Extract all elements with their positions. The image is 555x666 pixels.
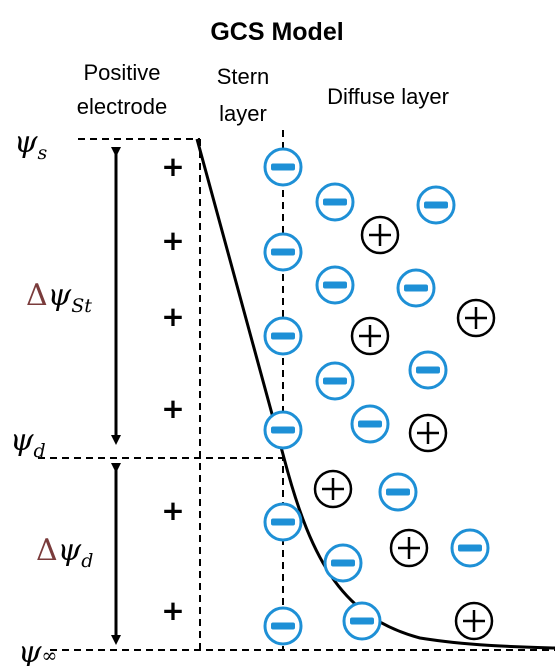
cation-icon [454, 601, 494, 641]
anion-icon [315, 182, 355, 222]
electrode-plus-charge: + [161, 300, 184, 333]
cation-icon [313, 469, 353, 509]
psi-s-label: ψs [14, 125, 48, 164]
anion-icon [416, 185, 456, 225]
psi-infinity-label: ψ∞ [18, 635, 57, 666]
delta-psi-stern-label: ΔψSt [26, 278, 92, 317]
ions [263, 147, 496, 646]
electrode-plus-charge: + [161, 150, 184, 183]
cation-icon [408, 413, 448, 453]
electrode-charges: + + + + + + [161, 150, 184, 627]
anion-icon [323, 543, 363, 583]
anion-icon [350, 404, 390, 444]
anion-icon [378, 472, 418, 512]
anion-icon [263, 232, 303, 272]
cation-icon [350, 316, 390, 356]
cation-icon [456, 298, 496, 338]
potential-curve [195, 138, 555, 650]
anion-icon [315, 265, 355, 305]
delta-psi-diffuse-label: Δψd [36, 533, 93, 572]
anion-icon [342, 601, 382, 641]
diagram-title: GCS Model [210, 18, 343, 46]
anion-icon [396, 268, 436, 308]
stern-layer-label-line2: layer [219, 101, 267, 126]
anion-icon [263, 606, 303, 646]
psi-d-label: ψd [10, 423, 46, 462]
anion-icon [315, 361, 355, 401]
anion-icon [450, 528, 490, 568]
anion-icon [263, 410, 303, 450]
diffuse-layer-label: Diffuse layer [327, 84, 449, 109]
anion-icon [263, 502, 303, 542]
anion-icon [263, 316, 303, 356]
electrode-plus-charge: + [161, 392, 184, 425]
positive-electrode-label-line2: electrode [77, 94, 168, 119]
anion-icon [408, 350, 448, 390]
anion-icon [263, 147, 303, 187]
stern-layer-label-line1: Stern [217, 64, 270, 89]
positive-electrode-label-line1: Positive [83, 60, 160, 85]
electrode-plus-charge: + [161, 224, 184, 257]
cation-icon [360, 215, 400, 255]
electrode-plus-charge: + [161, 494, 184, 527]
cation-icon [389, 528, 429, 568]
electrode-plus-charge: + [161, 594, 184, 627]
